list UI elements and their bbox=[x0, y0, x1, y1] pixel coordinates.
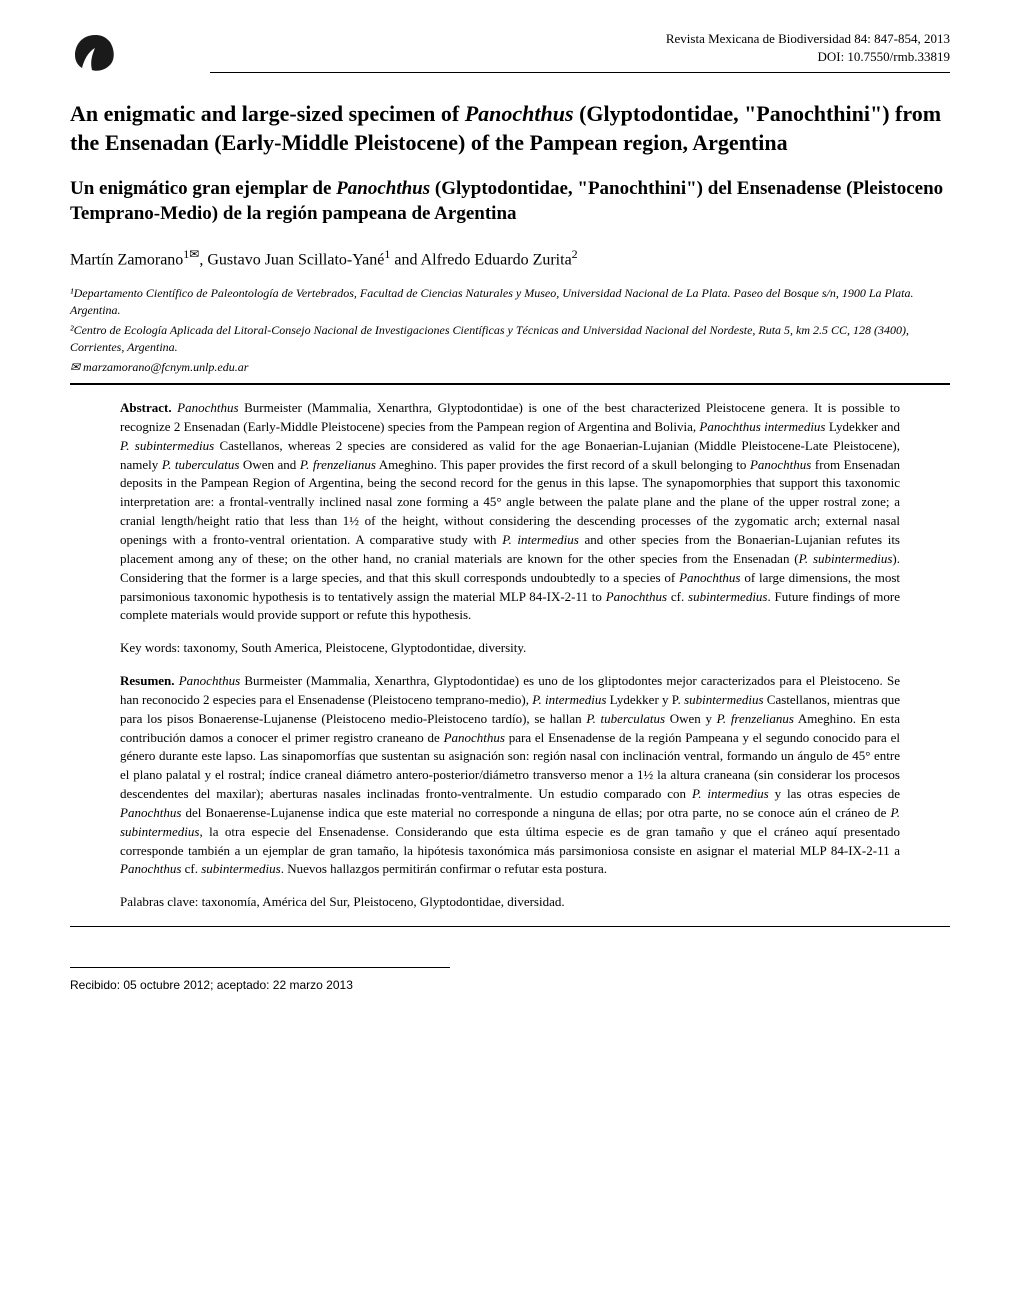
keywords-english: Key words: taxonomy, South America, Plei… bbox=[120, 639, 900, 658]
header: Revista Mexicana de Biodiversidad 84: 84… bbox=[70, 30, 950, 80]
affiliation-2: ²Centro de Ecología Aplicada del Litoral… bbox=[70, 322, 950, 356]
abstract-spanish: Resumen. Panochthus Burmeister (Mammalia… bbox=[120, 672, 900, 879]
article-title-spanish: Un enigmático gran ejemplar de Panochthu… bbox=[70, 177, 950, 226]
abstract-label: Abstract. bbox=[120, 400, 172, 415]
journal-logo-icon bbox=[70, 30, 120, 80]
article-title-english: An enigmatic and large-sized specimen of… bbox=[70, 100, 950, 157]
received-date: Recibido: 05 octubre 2012; aceptado: 22 … bbox=[70, 978, 950, 992]
abstract-english: Abstract. Panochthus Burmeister (Mammali… bbox=[70, 399, 950, 912]
keywords-spanish: Palabras clave: taxonomía, América del S… bbox=[120, 893, 900, 912]
affiliation-1: ¹Departamento Científico de Paleontologí… bbox=[70, 285, 950, 319]
divider-bottom bbox=[70, 926, 950, 927]
divider-top bbox=[70, 383, 950, 385]
header-divider bbox=[210, 72, 950, 73]
authors: Martín Zamorano1✉, Gustavo Juan Scillato… bbox=[70, 247, 950, 269]
resumen-label: Resumen. bbox=[120, 673, 175, 688]
header-meta: Revista Mexicana de Biodiversidad 84: 84… bbox=[140, 30, 950, 73]
journal-citation: Revista Mexicana de Biodiversidad 84: 84… bbox=[140, 30, 950, 48]
divider-footer bbox=[70, 967, 450, 968]
doi: DOI: 10.7550/rmb.33819 bbox=[140, 48, 950, 66]
corresponding-email: ✉ marzamorano@fcnym.unlp.edu.ar bbox=[70, 360, 950, 375]
